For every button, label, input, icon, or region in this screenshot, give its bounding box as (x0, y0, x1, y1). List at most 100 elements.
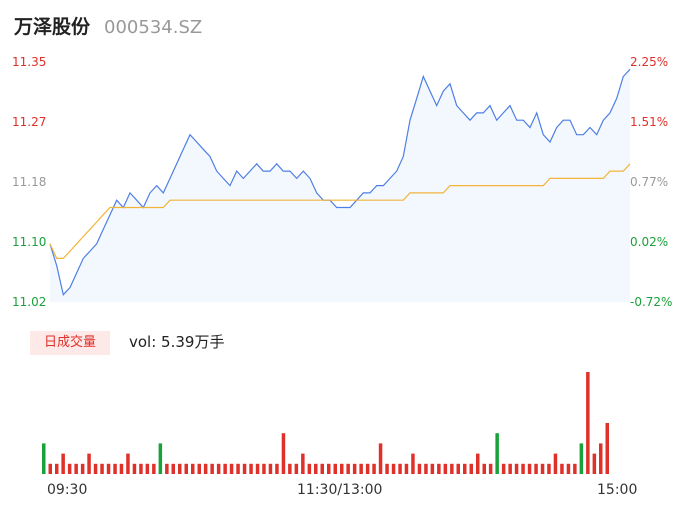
volume-bar (307, 463, 312, 474)
volume-bar (482, 463, 486, 474)
volume-bar (320, 463, 324, 474)
volume-bar (411, 453, 415, 474)
volume-bar (145, 463, 150, 474)
volume-bar (93, 463, 98, 474)
time-label-noon: 11:30/13:00 (297, 482, 383, 498)
volume-bar (566, 463, 571, 474)
volume-bar (203, 463, 208, 474)
volume-bar (139, 463, 143, 474)
volume-bar (495, 433, 499, 474)
volume-bar (488, 463, 493, 474)
volume-bar (508, 463, 512, 474)
volume-bar (560, 463, 564, 474)
pct-label-2: 1.51% (630, 115, 669, 129)
volume-bar (281, 433, 286, 474)
volume-bar (197, 463, 201, 474)
volume-tag[interactable]: 日成交量 (30, 331, 110, 355)
price-label-mid: 11.18 (12, 175, 47, 189)
volume-bar (288, 463, 292, 474)
pct-label-top: 2.25% (630, 55, 669, 69)
volume-bar (171, 463, 175, 474)
volume-bar (223, 463, 227, 474)
volume-bar (417, 463, 422, 474)
volume-bar (340, 463, 344, 474)
volume-bar (391, 463, 396, 474)
pct-label-bottom: -0.72% (630, 295, 673, 309)
volume-bar (165, 463, 169, 474)
volume-bar (294, 463, 299, 474)
volume-bar (540, 463, 545, 474)
volume-bar (178, 463, 182, 474)
stock-code: 000534.SZ (104, 17, 203, 38)
volume-bar (372, 463, 376, 474)
volume-bar (132, 463, 137, 474)
volume-bar (74, 463, 78, 474)
volume-bar (106, 463, 111, 474)
volume-bar (352, 463, 357, 474)
volume-bar (55, 463, 59, 474)
volume-bar (327, 463, 331, 474)
volume-bar (534, 463, 538, 474)
volume-bar (333, 463, 337, 474)
volume-bar (378, 443, 383, 474)
volume-bar (119, 463, 124, 474)
volume-bar (216, 463, 221, 474)
volume-bar (113, 463, 117, 474)
stock-name: 万泽股份 (14, 16, 91, 38)
volume-bar (262, 463, 266, 474)
volume-bar (249, 463, 253, 474)
volume-bar (87, 453, 91, 474)
volume-bar (255, 463, 260, 474)
pct-label-mid: 0.77% (630, 175, 669, 189)
volume-bar (268, 463, 273, 474)
volume-bar (527, 463, 532, 474)
average-price-line (49, 163, 631, 259)
time-label-close: 15:00 (597, 482, 638, 498)
volume-bar (229, 463, 234, 474)
volume-bar (152, 463, 156, 474)
volume-bar (430, 463, 435, 474)
volume-bar (521, 463, 525, 474)
volume-bar (586, 372, 590, 474)
volume-bar (579, 443, 584, 474)
volume-bar (573, 463, 577, 474)
volume-bar (605, 423, 609, 474)
price-label-4: 11.10 (12, 235, 47, 249)
volume-bar (236, 463, 240, 474)
volume-text: vol: 5.39万手 (129, 333, 225, 351)
volume-bar (599, 443, 603, 474)
price-label-2: 11.27 (12, 115, 47, 129)
volume-bar (275, 463, 279, 474)
volume-bar (553, 453, 558, 474)
volume-bar (398, 463, 402, 474)
price-area-fill (50, 69, 630, 302)
volume-bar (100, 463, 104, 474)
volume-bar (158, 443, 163, 474)
volume-bar (476, 453, 480, 474)
volume-bar (61, 453, 65, 474)
volume-bar (191, 463, 195, 474)
volume-bar (314, 463, 318, 474)
volume-bar (592, 453, 597, 474)
volume-bar (547, 463, 551, 474)
volume-plot-area (42, 372, 609, 474)
volume-bar (443, 463, 448, 474)
volume-bar (126, 453, 130, 474)
pct-label-4: 0.02% (630, 235, 669, 249)
volume-bar (450, 463, 454, 474)
volume-bar (385, 463, 389, 474)
volume-bar (42, 443, 46, 474)
volume-bar (67, 463, 72, 474)
volume-bar (301, 453, 305, 474)
volume-bar (365, 463, 370, 474)
volume-bar (80, 463, 85, 474)
volume-bar (184, 463, 188, 474)
volume-bar (424, 463, 428, 474)
volume-bar (359, 463, 363, 474)
volume-bar (48, 463, 52, 474)
volume-bar (501, 463, 506, 474)
time-label-open: 09:30 (47, 482, 88, 498)
price-label-top: 11.35 (12, 55, 47, 69)
price-plot-area (49, 68, 631, 302)
